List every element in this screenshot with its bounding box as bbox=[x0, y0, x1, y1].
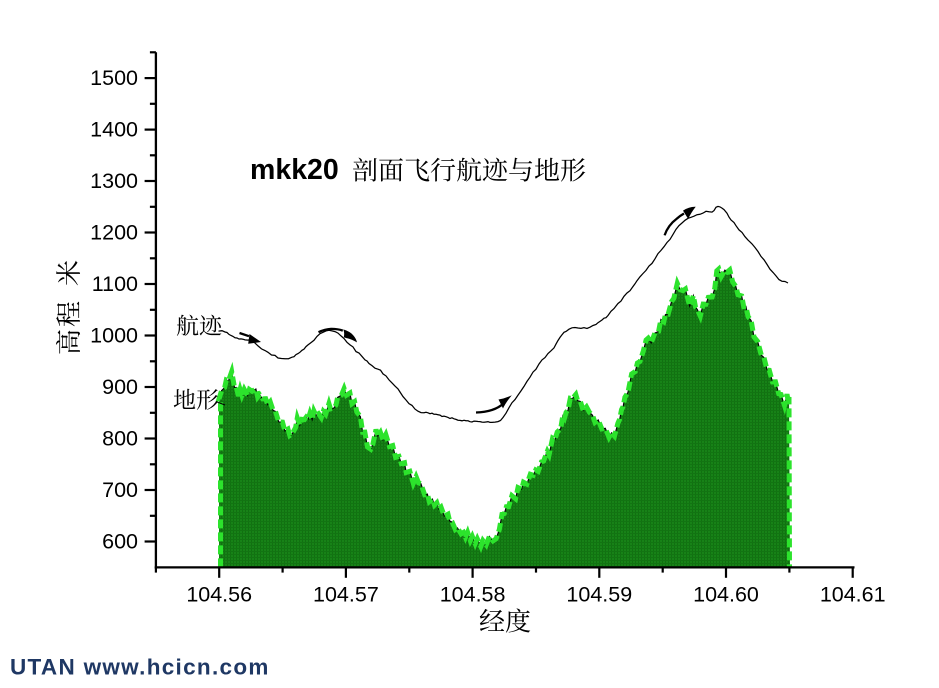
svg-text:1300: 1300 bbox=[90, 169, 138, 193]
svg-text:104.59: 104.59 bbox=[566, 583, 632, 607]
svg-text:600: 600 bbox=[102, 529, 138, 553]
svg-text:900: 900 bbox=[102, 375, 138, 399]
svg-text:104.58: 104.58 bbox=[440, 583, 506, 607]
svg-text:1100: 1100 bbox=[92, 272, 138, 296]
svg-text:104.60: 104.60 bbox=[693, 583, 759, 607]
svg-text:1200: 1200 bbox=[90, 220, 138, 244]
svg-text:800: 800 bbox=[102, 426, 138, 450]
svg-text:104.61: 104.61 bbox=[820, 583, 886, 607]
svg-text:1000: 1000 bbox=[90, 323, 138, 347]
svg-text:104.56: 104.56 bbox=[186, 583, 252, 607]
svg-text:mkk20: mkk20 bbox=[250, 154, 339, 186]
svg-text:1400: 1400 bbox=[90, 118, 138, 142]
svg-text:1500: 1500 bbox=[90, 66, 138, 90]
svg-text:104.57: 104.57 bbox=[313, 583, 379, 607]
svg-text:700: 700 bbox=[102, 478, 138, 502]
svg-text:UTAN www.hcicn.com: UTAN www.hcicn.com bbox=[10, 655, 270, 680]
